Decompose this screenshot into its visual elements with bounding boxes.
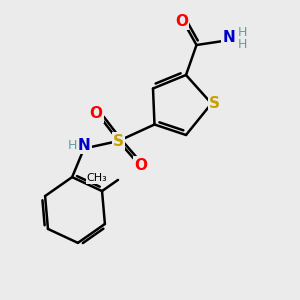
Text: N: N — [78, 138, 90, 153]
Text: CH₃: CH₃ — [87, 173, 107, 183]
Text: H: H — [237, 38, 247, 51]
Text: H: H — [237, 26, 247, 39]
Text: S: S — [113, 134, 124, 148]
Text: H: H — [68, 139, 77, 152]
Text: O: O — [134, 158, 148, 172]
Text: O: O — [175, 14, 188, 28]
Text: N: N — [223, 30, 235, 45]
Text: S: S — [209, 96, 220, 111]
Text: O: O — [89, 106, 103, 122]
